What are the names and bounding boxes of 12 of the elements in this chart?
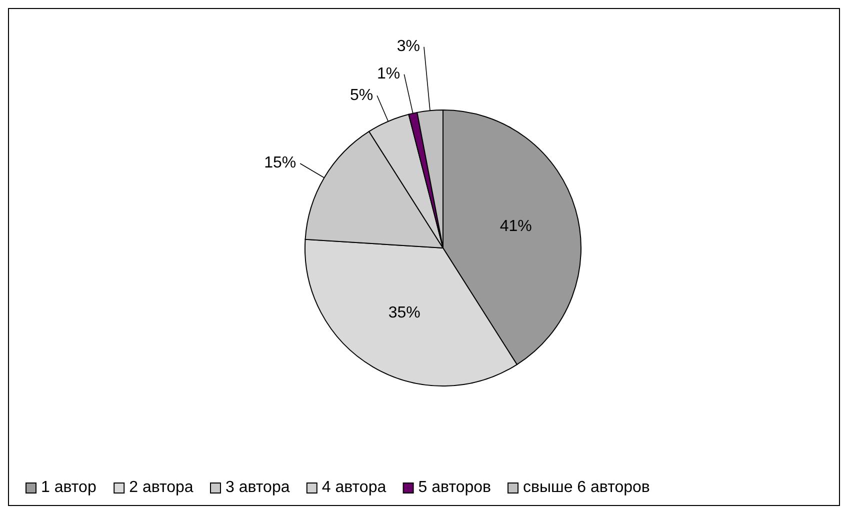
- data-label: 41%: [500, 218, 532, 236]
- legend-label: 3 автора: [226, 479, 290, 496]
- legend-label: 2 автора: [129, 479, 194, 496]
- data-label: 35%: [388, 304, 420, 322]
- legend-label: 4 автора: [322, 479, 386, 496]
- data-label: 1%: [377, 66, 400, 83]
- legend-label: 1 автор: [41, 479, 96, 496]
- legend-label: свыше 6 авторов: [523, 479, 650, 496]
- data-label: 3%: [396, 38, 420, 56]
- legend-label: 5 авторов: [418, 479, 492, 496]
- data-label: 5%: [350, 86, 374, 104]
- data-label: 15%: [264, 154, 296, 172]
